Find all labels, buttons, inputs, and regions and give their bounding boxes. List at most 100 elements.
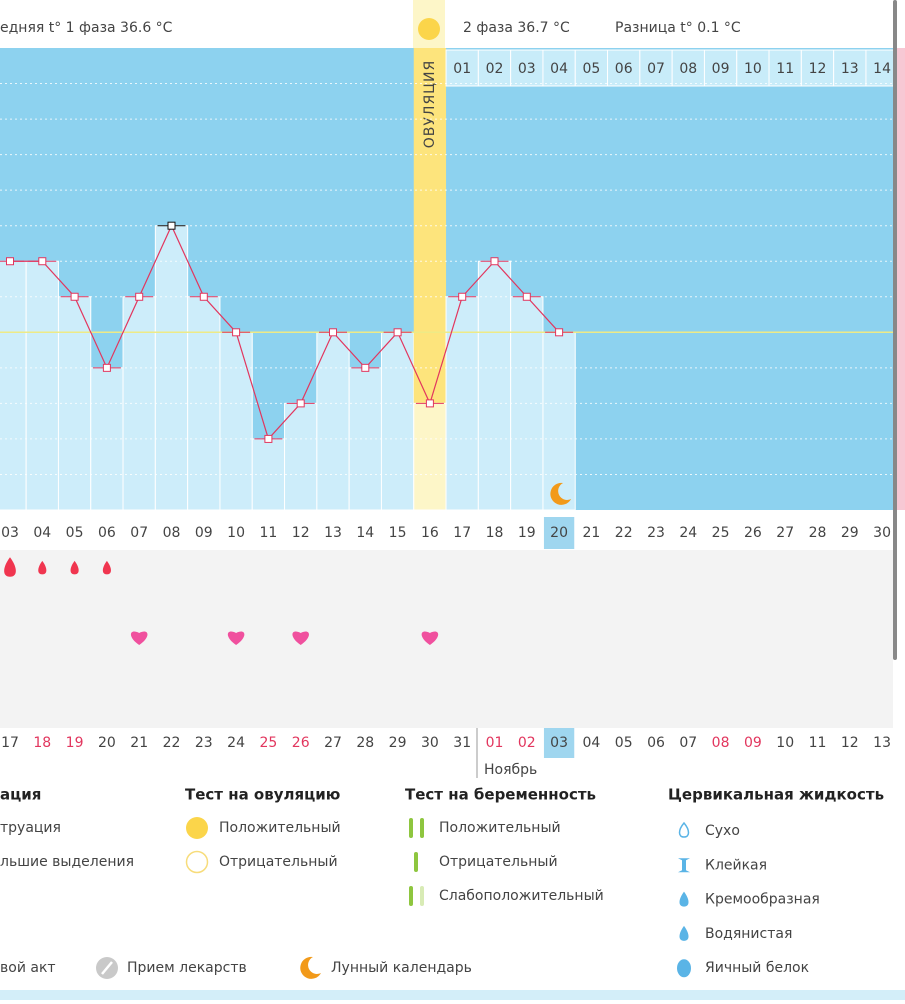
icon bbox=[678, 821, 690, 838]
day-label: 24 bbox=[679, 525, 697, 541]
chart: 03 17 04 18 05 19 06 20 07 21 08 22 09 23 10 24 11 25 12 26… bbox=[0, 48, 893, 758]
icon bbox=[420, 886, 424, 906]
dpo-label: 08 bbox=[679, 61, 697, 77]
dpo-label: 10 bbox=[744, 61, 762, 77]
menstruation-drop bbox=[102, 560, 111, 575]
dpo-label: 03 bbox=[518, 61, 536, 77]
bar bbox=[477, 260, 512, 511]
temperature-point bbox=[102, 363, 111, 372]
day-label: 16 bbox=[421, 525, 439, 541]
temperature-point bbox=[490, 257, 499, 266]
scrollbar[interactable] bbox=[893, 0, 897, 660]
dpo-cell bbox=[607, 49, 641, 87]
phase2-average: 2 фаза 36.7 °C bbox=[463, 20, 570, 36]
month-label: Ноябрь bbox=[484, 762, 537, 778]
legend-item: Сухо bbox=[705, 823, 740, 839]
dpo-label: 13 bbox=[841, 61, 859, 77]
today-cell bbox=[543, 728, 575, 758]
moon-icon bbox=[550, 482, 572, 505]
dpo-cell bbox=[768, 49, 802, 87]
icon bbox=[678, 858, 690, 873]
day-label: 04 bbox=[33, 525, 51, 541]
dpo-cell bbox=[510, 49, 544, 87]
day-label: 14 bbox=[356, 525, 374, 541]
temperature-point bbox=[199, 292, 208, 301]
day-label: 26 bbox=[744, 525, 762, 541]
dpo-cell bbox=[703, 49, 738, 87]
legend-heading: Тест на беременность bbox=[405, 786, 596, 804]
legend-item: Кремообразная bbox=[705, 892, 820, 908]
dpo-label: 07 bbox=[647, 61, 665, 77]
footer-strip bbox=[0, 990, 905, 1000]
dpo-label: 06 bbox=[615, 61, 633, 77]
legend-item: вой акт bbox=[0, 960, 56, 976]
bar bbox=[316, 331, 350, 511]
temperature-point bbox=[296, 399, 305, 408]
calendar-date: 12 bbox=[841, 735, 859, 751]
legend-item: труация bbox=[0, 820, 61, 836]
calendar-date: 10 bbox=[776, 735, 794, 751]
day-label: 07 bbox=[130, 525, 148, 541]
dpo-label: 02 bbox=[486, 61, 504, 77]
markers-area bbox=[0, 550, 893, 728]
legend-item: Положительный bbox=[439, 820, 561, 836]
bar bbox=[542, 331, 576, 511]
intercourse-heart bbox=[421, 631, 439, 645]
phase1-average: едняя t° 1 фаза 36.6 °C bbox=[0, 20, 173, 36]
intercourse-heart bbox=[227, 631, 245, 645]
bar bbox=[413, 402, 447, 511]
legend-item: Прием лекарств bbox=[127, 960, 247, 976]
header-bar bbox=[0, 0, 905, 48]
ovulation-label: ОВУЛЯЦИЯ bbox=[422, 60, 438, 148]
day-label: 13 bbox=[324, 525, 342, 541]
calendar-date: 05 bbox=[615, 735, 633, 751]
calendar-date: 21 bbox=[130, 735, 148, 751]
day-label: 12 bbox=[292, 525, 310, 541]
temperature-point bbox=[329, 328, 337, 337]
calendar-date: 13 bbox=[873, 735, 891, 751]
legend-item: Водянистая bbox=[705, 926, 792, 942]
legend-item: Отрицательный bbox=[439, 854, 558, 870]
dpo-label: 01 bbox=[453, 61, 471, 77]
day-label: 06 bbox=[98, 525, 116, 541]
legend-item: Отрицательный bbox=[219, 854, 338, 870]
legend-area bbox=[0, 778, 905, 990]
calendar-date: 03 bbox=[550, 735, 568, 751]
edge-strip bbox=[897, 48, 905, 510]
day-label: 08 bbox=[163, 525, 181, 541]
legend-heading: Тест на овуляцию bbox=[185, 786, 340, 804]
icon bbox=[300, 956, 321, 979]
calendar-date: 07 bbox=[679, 735, 697, 751]
temperature-point bbox=[167, 221, 176, 230]
day-label: 19 bbox=[518, 525, 536, 541]
temperature-point bbox=[6, 257, 14, 266]
today-cell bbox=[543, 517, 575, 549]
calendar-date: 24 bbox=[227, 735, 245, 751]
menstruation-drop bbox=[70, 560, 79, 575]
temperature-point bbox=[232, 328, 241, 337]
day-label: 28 bbox=[809, 525, 827, 541]
dpo-label: 12 bbox=[809, 61, 827, 77]
day-label: 05 bbox=[66, 525, 84, 541]
dpo-label: 05 bbox=[582, 61, 600, 77]
icon bbox=[409, 886, 413, 906]
temperature-point bbox=[555, 328, 564, 337]
calendar-date: 11 bbox=[809, 735, 827, 751]
day-label: 03 bbox=[1, 525, 19, 541]
bar bbox=[0, 260, 27, 511]
dpo-cell bbox=[671, 49, 705, 87]
temperature-point bbox=[70, 292, 79, 301]
legend-item: льшие выделения bbox=[0, 854, 134, 870]
calendar-date: 17 bbox=[1, 735, 19, 751]
calendar-date: 23 bbox=[195, 735, 213, 751]
calendar-date: 28 bbox=[356, 735, 374, 751]
calendar-date: 19 bbox=[66, 735, 84, 751]
calendar-date: 29 bbox=[389, 735, 407, 751]
legend-heading: Цервикальная жидкость bbox=[668, 786, 884, 804]
calendar-date: 01 bbox=[486, 735, 504, 751]
bar bbox=[25, 260, 59, 511]
temperature-line bbox=[10, 224, 560, 441]
day-label: 30 bbox=[873, 525, 891, 541]
